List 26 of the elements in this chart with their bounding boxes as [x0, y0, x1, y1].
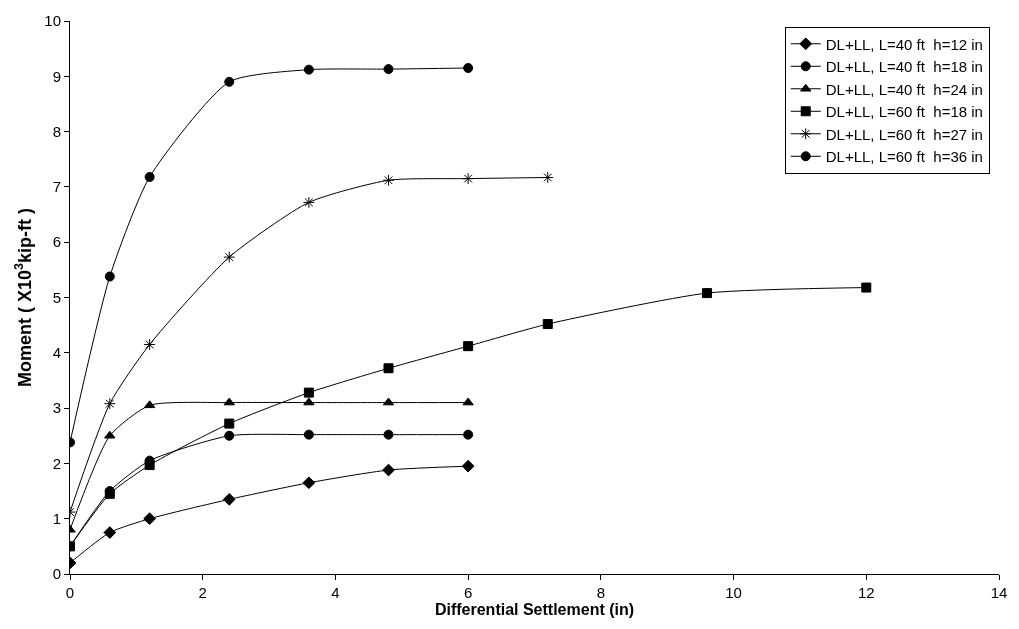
- y-tick-label: 5: [52, 288, 61, 306]
- x-tick-label: 10: [725, 584, 742, 601]
- legend-label: DL+LL, L=60 ft h=18 in: [825, 103, 983, 121]
- y-tick-label: 4: [52, 344, 61, 362]
- y-tick-label: 1: [52, 509, 61, 527]
- y-tick-label: 7: [52, 178, 61, 196]
- y-tick-label: 2: [52, 454, 61, 472]
- y-tick-label: 6: [52, 233, 61, 251]
- legend-label: DL+LL, L=60 ft h=27 in: [825, 125, 983, 143]
- x-tick-label: 0: [65, 584, 75, 601]
- x-tick-label: 12: [857, 584, 875, 601]
- y-tick-label: 10: [44, 12, 61, 30]
- x-tick-label: 2: [198, 584, 207, 601]
- x-tick-label: 6: [463, 584, 473, 601]
- x-axis-title: Differential Settlement (in): [434, 601, 635, 618]
- x-tick-label: 14: [990, 584, 1008, 601]
- legend-label: DL+LL, L=60 ft h=36 in: [825, 148, 983, 166]
- y-tick-label: 9: [52, 67, 61, 85]
- legend-label: DL+LL, L=40 ft h=12 in: [825, 35, 983, 53]
- legend-label: DL+LL, L=40 ft h=18 in: [825, 58, 983, 76]
- y-tick-label: 0: [52, 565, 61, 583]
- x-tick-label: 4: [331, 584, 340, 601]
- y-tick-label: 3: [52, 399, 61, 417]
- y-tick-label: 8: [52, 122, 61, 140]
- legend-label: DL+LL, L=40 ft h=24 in: [825, 80, 983, 98]
- x-tick-label: 8: [596, 584, 606, 601]
